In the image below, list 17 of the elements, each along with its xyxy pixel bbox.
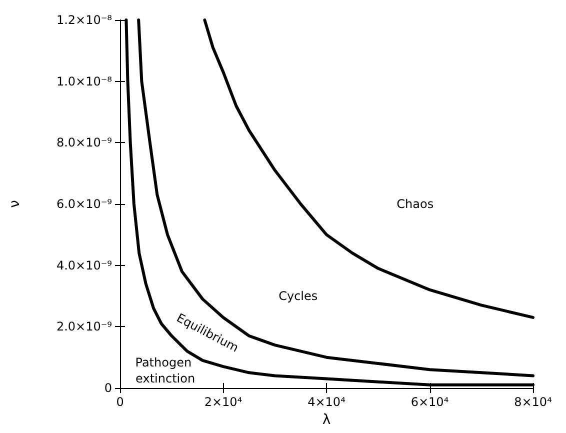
annotation: Cycles [278,289,318,303]
y-tick-label: 1.0×10⁻⁸ [56,74,112,88]
y-tick-label: 2.0×10⁻⁹ [56,320,112,334]
y-tick-label: 0 [104,381,112,395]
x-tick-label: 0 [116,395,124,409]
y-tick-label: 4.0×10⁻⁹ [56,258,112,272]
x-tick-label: 2×10⁴ [204,395,242,409]
x-axis-title: λ [322,412,331,428]
y-tick-label: 8.0×10⁻⁹ [56,136,112,150]
annotation: Chaos [396,197,434,211]
y-tick-label: 1.2×10⁻⁸ [56,13,112,27]
x-tick-label: 4×10⁴ [308,395,346,409]
x-tick-label: 8×10⁴ [514,395,552,409]
x-tick-label: 6×10⁴ [410,395,449,409]
y-tick-label: 6.0×10⁻⁹ [56,197,112,211]
y-axis-title: ν [7,200,23,208]
annotation: Pathogen extinction [135,355,196,386]
